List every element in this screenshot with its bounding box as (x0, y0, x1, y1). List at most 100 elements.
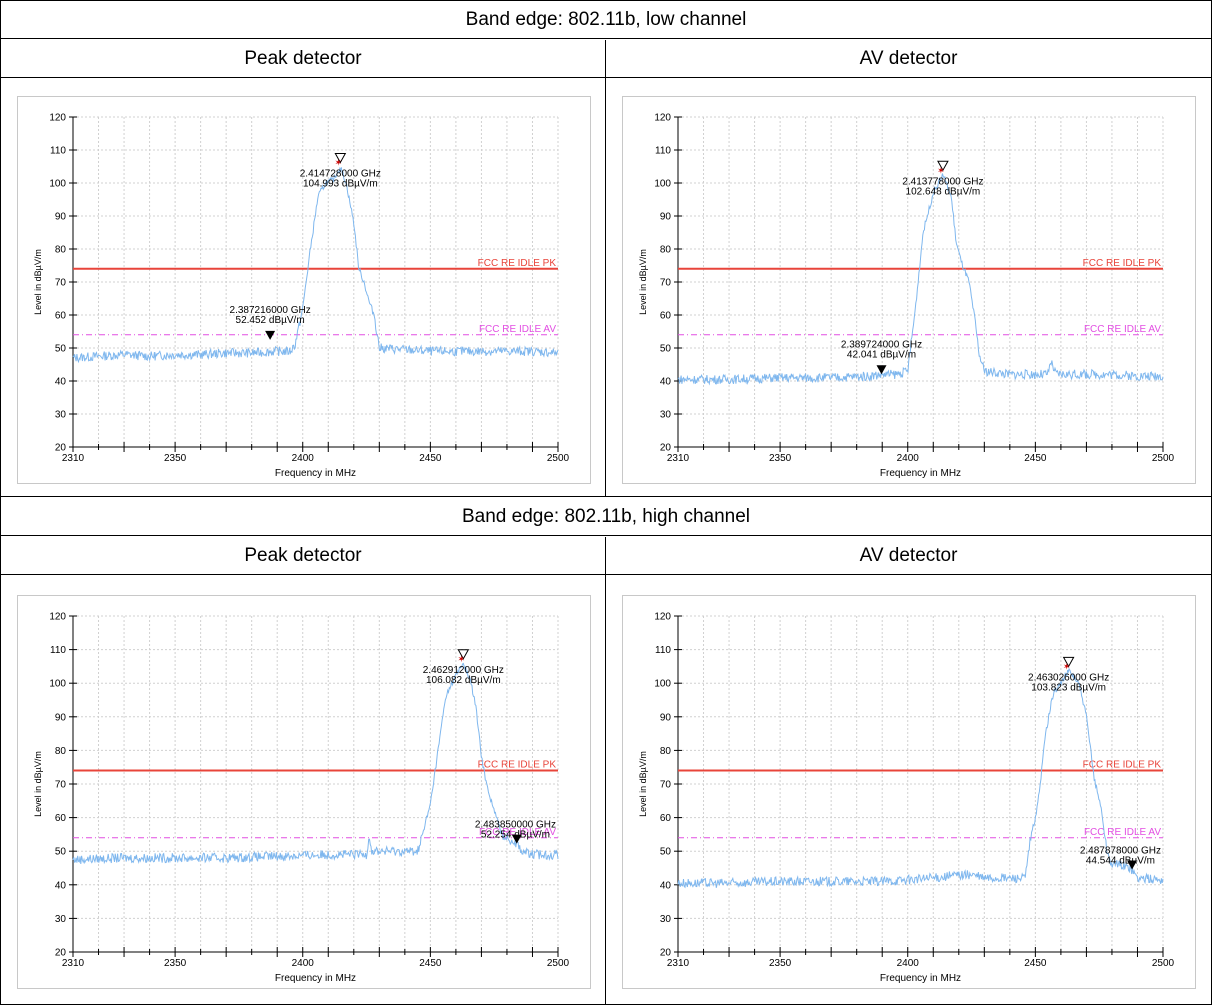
x-tick-label: 2500 (1152, 453, 1175, 464)
y-tick-label: 50 (660, 847, 672, 858)
y-tick-label: 120 (654, 113, 671, 124)
x-tick-label: 2350 (769, 453, 792, 464)
x-axis-label: Frequency in MHz (880, 468, 961, 479)
marker-level-label: 102.648 dBµV/m (906, 186, 981, 197)
x-tick-label: 2500 (547, 958, 570, 969)
y-tick-label: 60 (55, 311, 67, 322)
y-tick-label: 80 (55, 746, 67, 757)
edge-marker-icon (876, 365, 887, 375)
y-tick-label: 100 (654, 179, 671, 190)
section-title-high-channel: Band edge: 802.11b, high channel (1, 498, 1211, 536)
x-tick-label: 2400 (292, 958, 315, 969)
y-tick-label: 70 (660, 780, 672, 791)
marker-frequency-label: 2.483850000 GHz (475, 820, 556, 831)
y-axis-label: Level in dBµV/m (638, 751, 648, 817)
y-tick-label: 50 (55, 344, 67, 355)
marker-frequency-label: 2.387216000 GHz (230, 305, 311, 316)
y-tick-label: 70 (55, 278, 67, 289)
marker-level-label: 52.254 dBµV/m (481, 830, 550, 841)
y-tick-label: 110 (50, 146, 66, 157)
y-tick-label: 90 (55, 712, 67, 723)
x-axis-label: Frequency in MHz (275, 973, 356, 984)
x-tick-label: 2450 (419, 958, 442, 969)
x-tick-label: 2350 (164, 453, 187, 464)
y-tick-label: 100 (654, 679, 671, 690)
column-divider (605, 537, 606, 1004)
y-axis-label: Level in dBµV/m (33, 751, 43, 817)
y-tick-label: 80 (660, 245, 672, 256)
y-tick-label: 40 (660, 377, 672, 388)
peak-star-icon: ✶ (335, 158, 343, 168)
marker-frequency-label: 2.389724000 GHz (841, 339, 922, 350)
y-tick-label: 50 (660, 344, 672, 355)
header-av-detector: AV detector (859, 545, 958, 566)
x-tick-label: 2450 (1024, 958, 1047, 969)
y-tick-label: 40 (55, 880, 67, 891)
peak-star-icon: ✶ (1063, 661, 1071, 671)
plot-grid (677, 615, 1164, 953)
chart-row-low-channel: 20 30 40 50 60 70 80 90 100 110 120 2310 2350 2400 245… (1, 79, 1211, 497)
edge-marker-icon (511, 834, 522, 844)
y-tick-label: 70 (55, 780, 67, 791)
y-tick-label: 100 (49, 679, 66, 690)
header-peak-detector: Peak detector (244, 48, 362, 69)
marker-frequency-label: 2.462912000 GHz (423, 665, 504, 676)
y-tick-label: 80 (660, 746, 672, 757)
section-title-low-channel: Band edge: 802.11b, low channel (1, 1, 1211, 39)
x-tick-label: 2400 (292, 453, 315, 464)
y-tick-label: 20 (55, 948, 67, 959)
limit-line-label: FCC RE IDLE AV (1084, 324, 1161, 335)
marker-frequency-label: 2.487878000 GHz (1080, 846, 1161, 857)
y-tick-label: 30 (660, 410, 672, 421)
plot-grid (72, 615, 559, 953)
y-axis-label: Level in dBµV/m (638, 249, 648, 315)
section-header-low-channel: Peak detector AV detector (1, 40, 1211, 78)
y-tick-label: 100 (49, 179, 66, 190)
peak-star-icon: ✶ (937, 165, 945, 175)
chart-cell-low-peak: 20 30 40 50 60 70 80 90 100 110 120 2310 2350 2400 245… (1, 79, 605, 496)
y-tick-label: 20 (660, 948, 672, 959)
x-tick-label: 2500 (547, 453, 570, 464)
x-tick-label: 2450 (1024, 453, 1047, 464)
marker-level-label: 106.082 dBµV/m (426, 675, 501, 686)
peak-marker-icon (334, 153, 347, 164)
y-tick-label: 50 (55, 847, 67, 858)
y-axis-label: Level in dBµV/m (33, 249, 43, 315)
y-tick-label: 20 (55, 443, 67, 454)
peak-marker-icon (457, 649, 470, 660)
y-tick-label: 110 (655, 645, 671, 656)
section-header-high-channel: Peak detector AV detector (1, 537, 1211, 575)
trace-line (72, 166, 559, 364)
y-tick-label: 90 (660, 712, 672, 723)
y-tick-label: 120 (654, 612, 671, 623)
x-axis-label: Frequency in MHz (275, 468, 356, 479)
y-tick-label: 90 (55, 212, 67, 223)
x-tick-label: 2310 (667, 453, 690, 464)
plot-grid (72, 116, 559, 448)
y-tick-label: 120 (49, 113, 66, 124)
marker-level-label: 103.823 dBµV/m (1031, 682, 1106, 693)
chart-cell-high-av: 20 30 40 50 60 70 80 90 100 110 120 2310 2350 2400 245… (606, 576, 1211, 1004)
marker-level-label: 42.041 dBµV/m (847, 349, 916, 360)
peak-marker-icon (937, 160, 949, 172)
header-av-detector: AV detector (859, 48, 958, 69)
x-tick-label: 2310 (62, 958, 85, 969)
chart-low-peak: 20 30 40 50 60 70 80 90 100 110 120 2310 2350 2400 245… (33, 113, 570, 480)
y-tick-label: 110 (655, 146, 671, 157)
y-tick-label: 70 (660, 278, 672, 289)
x-tick-label: 2400 (897, 958, 920, 969)
chart-high-peak: 20 30 40 50 60 70 80 90 100 110 120 2310 2350 2400 245… (33, 612, 570, 985)
header-peak-detector: Peak detector (244, 545, 362, 566)
column-divider (605, 40, 606, 497)
y-tick-label: 40 (660, 880, 672, 891)
marker-level-label: 44.544 dBµV/m (1086, 856, 1155, 867)
x-tick-label: 2350 (164, 958, 187, 969)
x-tick-label: 2310 (62, 453, 85, 464)
marker-frequency-label: 2.463026000 GHz (1028, 672, 1109, 683)
peak-star-icon: ✶ (458, 654, 466, 664)
y-tick-label: 40 (55, 377, 67, 388)
edge-marker-icon (265, 330, 276, 340)
y-tick-label: 20 (660, 443, 672, 454)
limit-line-label: FCC RE IDLE PK (478, 760, 557, 771)
